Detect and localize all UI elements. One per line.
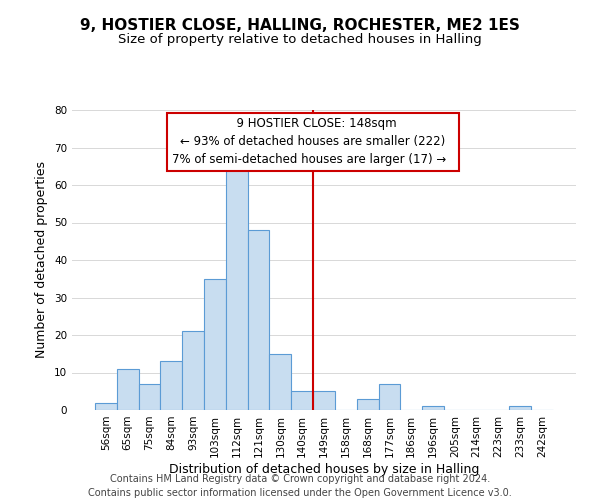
- Bar: [269, 354, 291, 410]
- Bar: [117, 369, 139, 410]
- Bar: [182, 331, 204, 410]
- Bar: [291, 391, 313, 410]
- Bar: [95, 402, 117, 410]
- Bar: [422, 406, 444, 410]
- Bar: [160, 361, 182, 410]
- X-axis label: Distribution of detached houses by size in Halling: Distribution of detached houses by size …: [169, 462, 479, 475]
- Bar: [313, 391, 335, 410]
- Bar: [248, 230, 269, 410]
- Text: 9, HOSTIER CLOSE, HALLING, ROCHESTER, ME2 1ES: 9, HOSTIER CLOSE, HALLING, ROCHESTER, ME…: [80, 18, 520, 32]
- Y-axis label: Number of detached properties: Number of detached properties: [35, 162, 49, 358]
- Text: 9 HOSTIER CLOSE: 148sqm
← 93% of detached houses are smaller (222)
7% of semi-de: 9 HOSTIER CLOSE: 148sqm ← 93% of detache…: [172, 118, 454, 166]
- Bar: [139, 384, 160, 410]
- Text: Size of property relative to detached houses in Halling: Size of property relative to detached ho…: [118, 32, 482, 46]
- Bar: [204, 279, 226, 410]
- Bar: [509, 406, 531, 410]
- Bar: [379, 384, 400, 410]
- Bar: [226, 159, 248, 410]
- Text: Contains HM Land Registry data © Crown copyright and database right 2024.
Contai: Contains HM Land Registry data © Crown c…: [88, 474, 512, 498]
- Bar: [357, 399, 379, 410]
